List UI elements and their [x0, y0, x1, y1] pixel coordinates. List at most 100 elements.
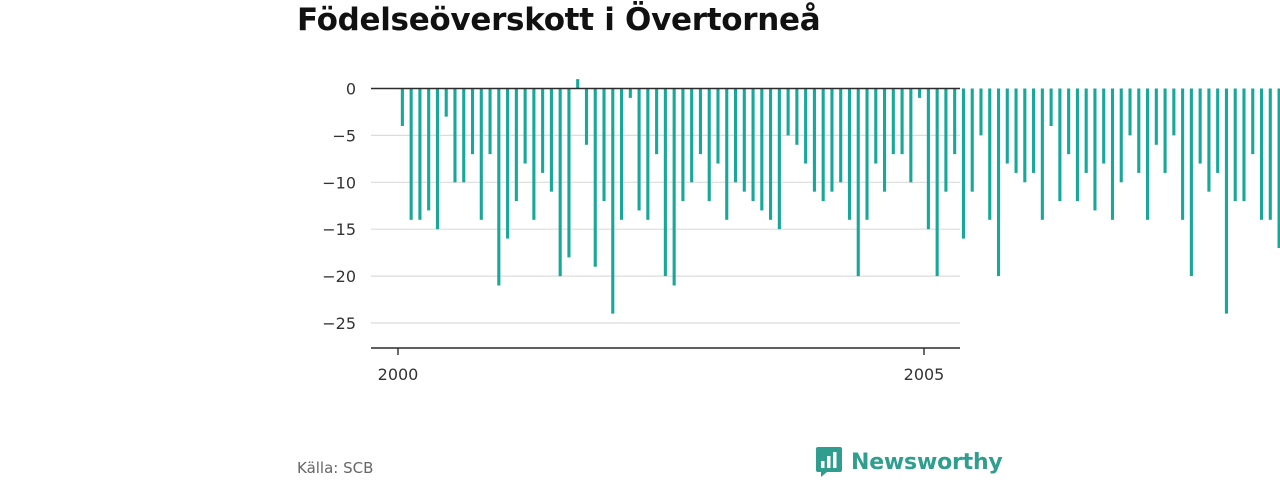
- bar: [1084, 88, 1088, 173]
- bar: [839, 88, 843, 183]
- bar: [707, 88, 711, 202]
- bar: [988, 88, 992, 220]
- bar: [435, 88, 439, 230]
- bar-chart: 0−5−10−15−20−25 200020052010201520202025: [322, 79, 1280, 384]
- y-tick-label: −10: [322, 173, 356, 192]
- brand-logo: Newsworthy: [815, 446, 1003, 478]
- bar: [883, 88, 887, 192]
- bar: [996, 88, 1001, 277]
- bar: [1137, 88, 1141, 173]
- bar: [1146, 88, 1150, 220]
- bar: [742, 88, 746, 192]
- bar: [1058, 88, 1062, 202]
- bar: [1014, 88, 1018, 173]
- bar: [497, 88, 501, 286]
- x-tick-label: 2000: [378, 365, 419, 384]
- source-note: Källa: SCB: [297, 459, 374, 477]
- bar: [400, 88, 404, 127]
- y-tick-label: −15: [322, 220, 356, 239]
- bar: [427, 88, 431, 211]
- bar: [944, 88, 948, 192]
- bar: [567, 88, 571, 258]
- bar: [900, 88, 904, 155]
- bar: [514, 88, 518, 202]
- bar: [733, 88, 738, 183]
- bar: [690, 88, 694, 183]
- bar: [541, 88, 545, 173]
- bar: [804, 88, 808, 164]
- bar: [506, 88, 510, 239]
- bar: [874, 88, 878, 164]
- bar: [786, 88, 790, 136]
- bar: [725, 88, 729, 220]
- bar: [558, 88, 562, 277]
- bar: [1049, 88, 1053, 127]
- bar: [523, 88, 527, 164]
- bar: [549, 88, 553, 192]
- chart-title: Födelseöverskott i Övertorneå: [297, 2, 821, 38]
- bar: [637, 88, 641, 211]
- bar: [1163, 88, 1167, 173]
- bar: [584, 88, 589, 145]
- bar: [1251, 88, 1255, 155]
- x-axis: 200020052010201520202025: [378, 348, 945, 384]
- bar: [1040, 88, 1044, 220]
- bar: [1154, 88, 1158, 145]
- bar: [1224, 88, 1228, 314]
- y-axis: 0 −5 −10 −15 −20 −25: [322, 80, 356, 334]
- bar: [830, 88, 834, 192]
- bar: [847, 88, 852, 220]
- bar: [611, 88, 615, 314]
- bar: [628, 88, 632, 98]
- bar: [672, 88, 676, 286]
- bar: [777, 88, 781, 230]
- bar: [1172, 88, 1176, 136]
- bar: [1067, 88, 1071, 155]
- bar: [760, 88, 764, 211]
- bar: [1268, 88, 1272, 220]
- newsworthy-logo-icon: [816, 447, 842, 477]
- bar: [1207, 88, 1211, 192]
- bar: [1128, 88, 1132, 136]
- bar: [935, 88, 939, 277]
- bar: [812, 88, 816, 192]
- bar: [1242, 88, 1246, 202]
- bar: [1259, 88, 1264, 220]
- bar: [1233, 88, 1237, 202]
- bar: [1198, 88, 1202, 164]
- bar: [769, 88, 773, 220]
- bar: [865, 88, 869, 220]
- bar: [620, 88, 624, 220]
- y-tick-label: 0: [346, 80, 356, 99]
- bar: [663, 88, 667, 277]
- bar: [593, 88, 597, 267]
- bar: [444, 88, 448, 117]
- bar: [532, 88, 536, 220]
- bar: [462, 88, 466, 183]
- brand-name: Newsworthy: [851, 449, 1003, 475]
- bar: [926, 88, 930, 230]
- y-tick-label: −5: [332, 126, 356, 145]
- bar: [1181, 88, 1185, 220]
- bar: [918, 88, 922, 98]
- bars: [400, 79, 1280, 314]
- bar: [1075, 88, 1079, 202]
- bar: [856, 88, 860, 277]
- bar: [1032, 88, 1036, 173]
- x-tick-label: 2005: [904, 365, 945, 384]
- bar: [576, 79, 580, 89]
- bar: [1023, 88, 1027, 183]
- bar: [1119, 88, 1123, 183]
- y-tick-label: −20: [322, 267, 356, 286]
- y-tick-label: −25: [322, 314, 356, 333]
- bar: [681, 88, 685, 202]
- bar: [453, 88, 457, 183]
- bar: [1093, 88, 1097, 211]
- bar: [418, 88, 422, 220]
- bar: [1102, 88, 1106, 164]
- bar: [953, 88, 957, 155]
- bar: [795, 88, 799, 145]
- bar: [1189, 88, 1193, 277]
- bar: [961, 88, 965, 239]
- bar: [479, 88, 483, 220]
